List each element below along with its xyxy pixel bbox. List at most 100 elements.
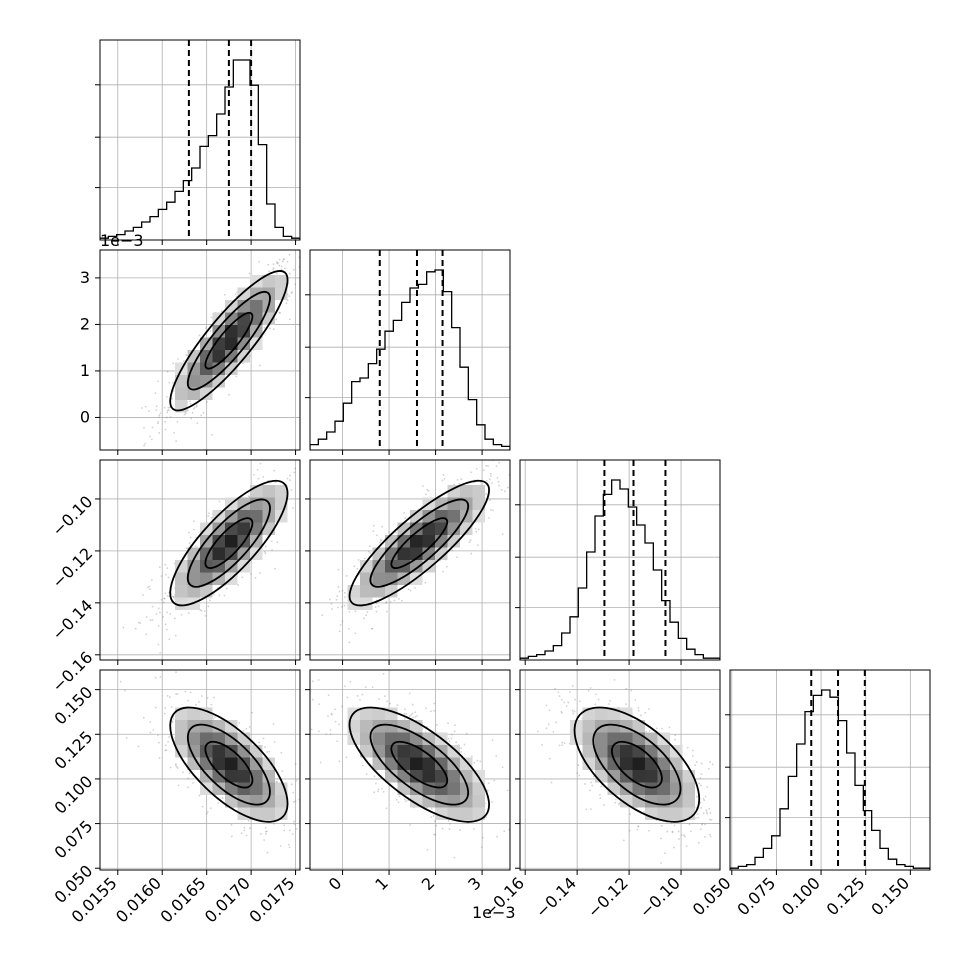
density-cell [237,300,250,313]
density-cell [237,325,250,338]
panel-content [100,40,300,240]
sample-point [404,517,407,520]
density-cell [682,795,695,808]
sample-point [356,567,359,570]
sample-point [474,527,477,530]
sample-point [191,411,194,414]
sample-point [283,829,286,832]
sample-point [272,328,275,331]
sample-point [257,477,260,480]
sample-point [695,761,698,763]
sample-point [274,481,277,484]
sample-point [353,565,356,568]
density-cell [447,510,460,523]
sample-point [369,552,371,554]
sample-point [288,846,291,849]
sample-point [306,256,308,258]
sample-point [371,627,374,630]
density-cell [410,782,423,795]
sample-point [573,698,576,701]
sample-point [311,680,314,683]
sample-point [193,528,195,531]
density-cell [225,770,238,783]
panel-content [310,670,510,870]
contour-line [169,479,289,607]
sample-point [408,715,411,718]
sample-point [625,687,628,690]
density-cell [447,807,460,820]
sample-point [536,730,539,733]
sample-point [273,740,276,743]
sample-point [704,795,707,798]
density-cell [225,325,238,338]
density-cell [410,770,423,783]
sample-point [548,709,551,712]
sample-point [173,617,176,620]
sample-point [545,727,548,730]
y-tick-label: −0.14 [48,596,96,644]
sample-point [92,471,94,473]
sample-point [453,730,456,733]
density-cell [212,757,225,770]
sample-point [144,442,147,445]
sample-point [603,804,605,806]
density-cell [607,757,620,770]
density-cell [212,350,225,363]
sample-point [253,473,255,476]
sample-point [375,534,378,537]
sample-point [205,812,208,815]
sample-point [523,456,525,458]
sample-point [260,833,262,835]
sample-point [272,723,275,725]
density-cell [225,300,238,313]
sample-point [171,720,173,723]
sample-point [288,272,291,275]
density-cell [262,757,275,770]
density-cell [460,497,473,510]
sample-point [291,833,294,835]
density-cell [422,535,435,548]
sample-point [639,714,642,717]
sample-point [164,749,167,752]
sample-point [292,820,295,823]
sample-point [160,575,163,578]
contour-line [369,498,470,588]
sample-point [251,711,254,714]
density-cell [187,707,200,720]
sample-point [212,714,214,717]
sample-point [345,574,348,577]
density-cell [250,807,263,820]
sample-point [303,484,305,486]
density-cell [447,745,460,758]
sample-point [267,263,270,266]
sample-point [371,686,374,689]
sample-point [545,704,548,707]
sample-point [343,591,346,594]
sample-point [664,852,666,855]
sample-point [248,726,251,728]
sample-point [385,602,387,605]
sample-point [280,268,283,271]
sample-point [695,795,698,798]
sample-point [201,805,204,808]
sample-point [374,606,377,609]
sample-point [275,318,278,321]
sample-point [348,641,351,644]
sample-point [157,607,160,610]
sample-point [166,694,169,697]
sample-point [341,620,344,623]
sample-point [599,797,602,799]
density-cell [237,287,250,300]
sample-point [373,791,375,794]
density-cell [632,795,645,808]
density-cell [187,387,200,400]
sample-point [521,465,523,467]
sample-point [701,822,704,825]
sample-point [156,734,159,737]
density-cell [582,745,595,758]
sample-point [587,689,590,692]
density-cell [422,560,435,573]
density-cell [200,387,213,400]
panel-frame [99,249,301,451]
sample-point [337,568,340,571]
